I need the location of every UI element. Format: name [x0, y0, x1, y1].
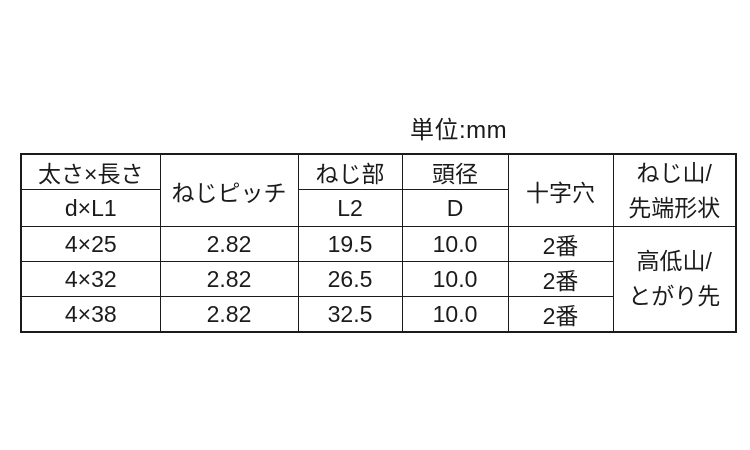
cell-head-dia: 10.0	[401, 226, 509, 262]
cell-pitch: 2.82	[159, 226, 299, 262]
cell-thread-length: 26.5	[297, 261, 403, 297]
header-head-bottom: D	[401, 189, 509, 227]
table-row: 4×32 2.82 26.5 10.0 2番	[20, 261, 736, 297]
cell-thread-shape: 高低山/ とがり先	[612, 226, 737, 333]
cell-head-dia: 10.0	[401, 261, 509, 297]
cell-head-dia: 10.0	[401, 296, 509, 333]
units-label: 単位:mm	[410, 117, 508, 144]
spec-table: 太さ×長さ ねじピッチ ねじ部 頭径 十字穴 ねじ山/ 先端形状 d×L1 L2…	[20, 153, 737, 333]
cell-size: 4×38	[20, 296, 161, 333]
header-head-top: 頭径	[401, 153, 509, 190]
header-pitch: ねじピッチ	[159, 153, 299, 227]
cell-size: 4×32	[20, 261, 161, 297]
header-size-bottom: d×L1	[20, 189, 161, 227]
table-row: 4×38 2.82 32.5 10.0 2番	[20, 296, 736, 333]
cell-pitch: 2.82	[159, 261, 299, 297]
header-size-top: 太さ×長さ	[20, 153, 161, 190]
header-thread-top: ねじ部	[297, 153, 403, 190]
cell-thread-shape-line1: 高低山/	[636, 248, 712, 274]
cell-thread-shape-line2: とがり先	[628, 283, 721, 309]
header-row-top: 太さ×長さ ねじピッチ ねじ部 頭径 十字穴 ねじ山/ 先端形状	[20, 153, 737, 227]
header-thread-bottom: L2	[297, 189, 403, 227]
cell-pitch: 2.82	[159, 296, 299, 333]
header-thread-shape-line2: 先端形状	[628, 194, 721, 221]
cell-thread-length: 32.5	[297, 296, 403, 333]
header-thread-shape-line1: ねじ山/	[636, 159, 712, 186]
table-row: 4×25 2.82 19.5 10.0 2番 高低山/ とがり先	[20, 226, 737, 333]
header-row-bottom: d×L1 L2 D	[20, 189, 736, 227]
cell-size: 4×25	[20, 226, 161, 262]
cell-recess: 2番	[507, 226, 614, 262]
cell-recess: 2番	[507, 261, 614, 297]
header-recess: 十字穴	[507, 153, 614, 227]
header-thread-shape: ねじ山/ 先端形状	[612, 153, 737, 227]
cell-recess: 2番	[507, 296, 614, 333]
cell-thread-length: 19.5	[297, 226, 403, 262]
